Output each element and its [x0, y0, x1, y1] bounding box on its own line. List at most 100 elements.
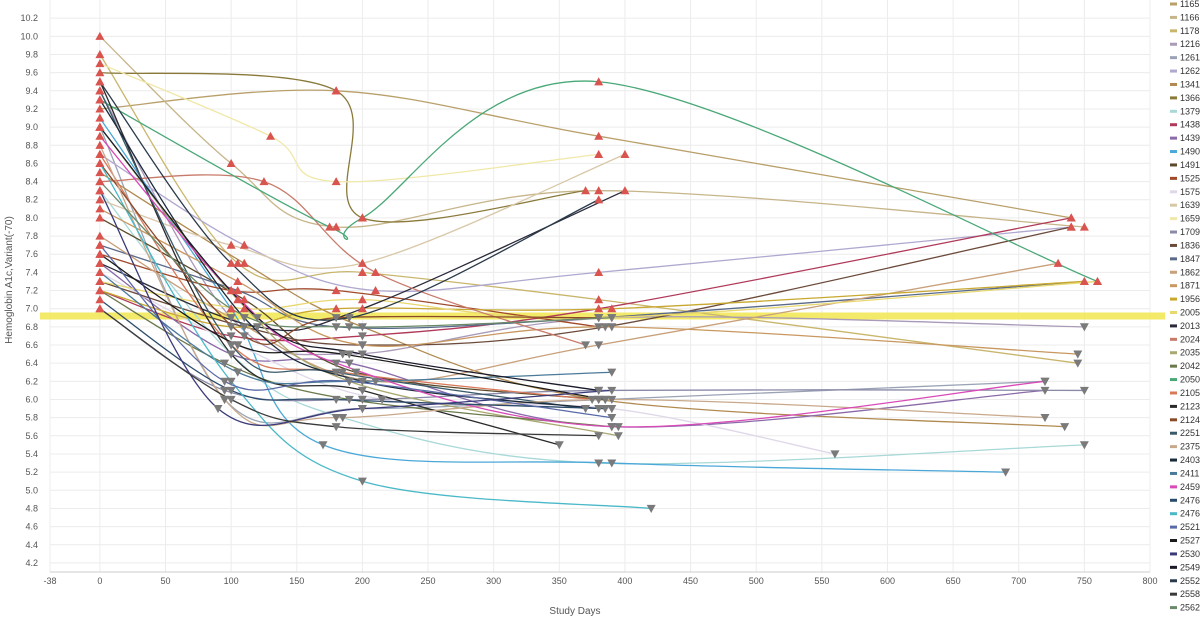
legend-label: 2105: [1180, 388, 1200, 398]
legend-label: 1261: [1180, 53, 1200, 63]
legend-label: 1165: [1180, 0, 1199, 9]
data-point-marker: [620, 149, 630, 158]
series-line: [99, 144, 1046, 427]
data-point-marker: [226, 240, 236, 249]
data-point-marker: [95, 77, 105, 86]
data-point-marker: [351, 368, 361, 377]
data-point-marker: [220, 377, 230, 386]
x-tick-label: 600: [880, 576, 895, 586]
data-point-marker: [1079, 386, 1089, 395]
x-tick-label: 750: [1077, 576, 1092, 586]
data-point-marker: [226, 286, 236, 295]
x-tick-label: 250: [421, 576, 436, 586]
x-tick-label: 400: [617, 576, 632, 586]
data-point-marker: [220, 386, 230, 395]
legend-label: 2411: [1180, 468, 1199, 478]
data-point-marker: [95, 304, 105, 313]
data-point-marker: [594, 267, 604, 276]
y-tick-label: 8.2: [25, 195, 38, 205]
legend-label: 2558: [1180, 589, 1200, 599]
data-point-marker: [344, 377, 354, 386]
legend-label: 2476: [1180, 495, 1200, 505]
x-tick-label: 0: [97, 576, 102, 586]
data-point-marker: [357, 267, 367, 276]
data-point-marker: [95, 31, 105, 40]
legend-label: 1491: [1180, 160, 1200, 170]
data-point-marker: [213, 404, 223, 414]
data-point-marker: [1079, 276, 1089, 286]
y-tick-label: 7.0: [25, 304, 38, 314]
legend-label: 2521: [1180, 522, 1200, 532]
legend-label: 2123: [1180, 401, 1200, 411]
data-point-marker: [607, 323, 617, 332]
x-tick-label: 150: [289, 576, 304, 586]
data-point-marker: [226, 350, 236, 359]
y-tick-label: 9.8: [25, 49, 38, 59]
data-point-marker: [594, 341, 604, 350]
markers-layer: [95, 31, 1102, 513]
data-point-marker: [331, 177, 341, 186]
data-point-marker: [344, 359, 354, 368]
data-point-marker: [226, 377, 236, 386]
y-tick-label: 8.8: [25, 140, 38, 150]
y-tick-label: 9.0: [25, 122, 38, 132]
data-point-marker: [371, 267, 381, 276]
data-point-marker: [1053, 258, 1063, 267]
x-tick-label: 650: [946, 576, 961, 586]
series-line: [99, 135, 1046, 428]
x-tick-label: 700: [1011, 576, 1026, 586]
data-point-marker: [344, 314, 354, 323]
y-tick-label: 9.2: [25, 104, 38, 114]
y-tick-label: 7.8: [25, 231, 38, 241]
series-line: [99, 117, 1006, 473]
data-point-marker: [607, 404, 617, 414]
legend-label: 1956: [1180, 294, 1200, 304]
data-point-marker: [239, 332, 249, 341]
data-point-marker: [830, 450, 840, 459]
data-point-marker: [620, 186, 630, 195]
legend-label: 2552: [1180, 576, 1200, 586]
legend-label: 1490: [1180, 147, 1200, 157]
data-point-marker: [95, 104, 105, 113]
y-tick-label: 6.0: [25, 394, 38, 404]
data-point-marker: [1079, 222, 1089, 231]
data-point-marker: [581, 404, 591, 414]
series-line: [99, 226, 1072, 346]
data-point-marker: [607, 314, 617, 323]
data-point-marker: [338, 350, 348, 359]
legend: 1165 1166 1178 1216 1261 1262 1341 1366 1379 1438…: [1170, 0, 1200, 613]
legend-label: 2562: [1180, 603, 1200, 613]
data-point-marker: [357, 377, 367, 386]
legend-label: 1366: [1180, 93, 1200, 103]
data-point-marker: [1092, 276, 1102, 286]
data-point-marker: [594, 404, 604, 414]
data-point-marker: [594, 131, 604, 140]
y-tick-label: 6.8: [25, 322, 38, 332]
legend-label: 1871: [1180, 281, 1200, 291]
series-line: [99, 190, 612, 427]
data-point-marker: [95, 204, 105, 213]
legend-label: 1862: [1180, 267, 1200, 277]
data-point-marker: [587, 395, 597, 404]
data-point-marker: [1066, 222, 1076, 231]
axis-ticks: 4.2 4.4 4.6 4.8 5.0 5.2 5.4 5.6 5.8 6.0 6.2 6.4 6.6 6…: [20, 13, 1157, 586]
data-point-marker: [581, 186, 591, 195]
x-tick-label: 450: [683, 576, 698, 586]
data-point-marker: [1001, 468, 1011, 477]
legend-label: 1262: [1180, 66, 1200, 76]
y-axis-title: Hemoglobin A1c,Variant(-70): [4, 216, 15, 344]
data-point-marker: [331, 414, 341, 423]
data-point-marker: [1079, 441, 1089, 450]
data-point-marker: [1040, 386, 1050, 395]
legend-label: 2459: [1180, 482, 1200, 492]
y-tick-label: 8.6: [25, 158, 38, 168]
data-point-marker: [226, 314, 236, 323]
legend-label: 1639: [1180, 200, 1200, 210]
data-point-marker: [239, 240, 249, 249]
data-point-marker: [239, 258, 249, 267]
data-point-marker: [331, 286, 341, 295]
data-point-marker: [594, 386, 604, 395]
series-line: [99, 89, 1072, 219]
data-point-marker: [95, 213, 105, 222]
